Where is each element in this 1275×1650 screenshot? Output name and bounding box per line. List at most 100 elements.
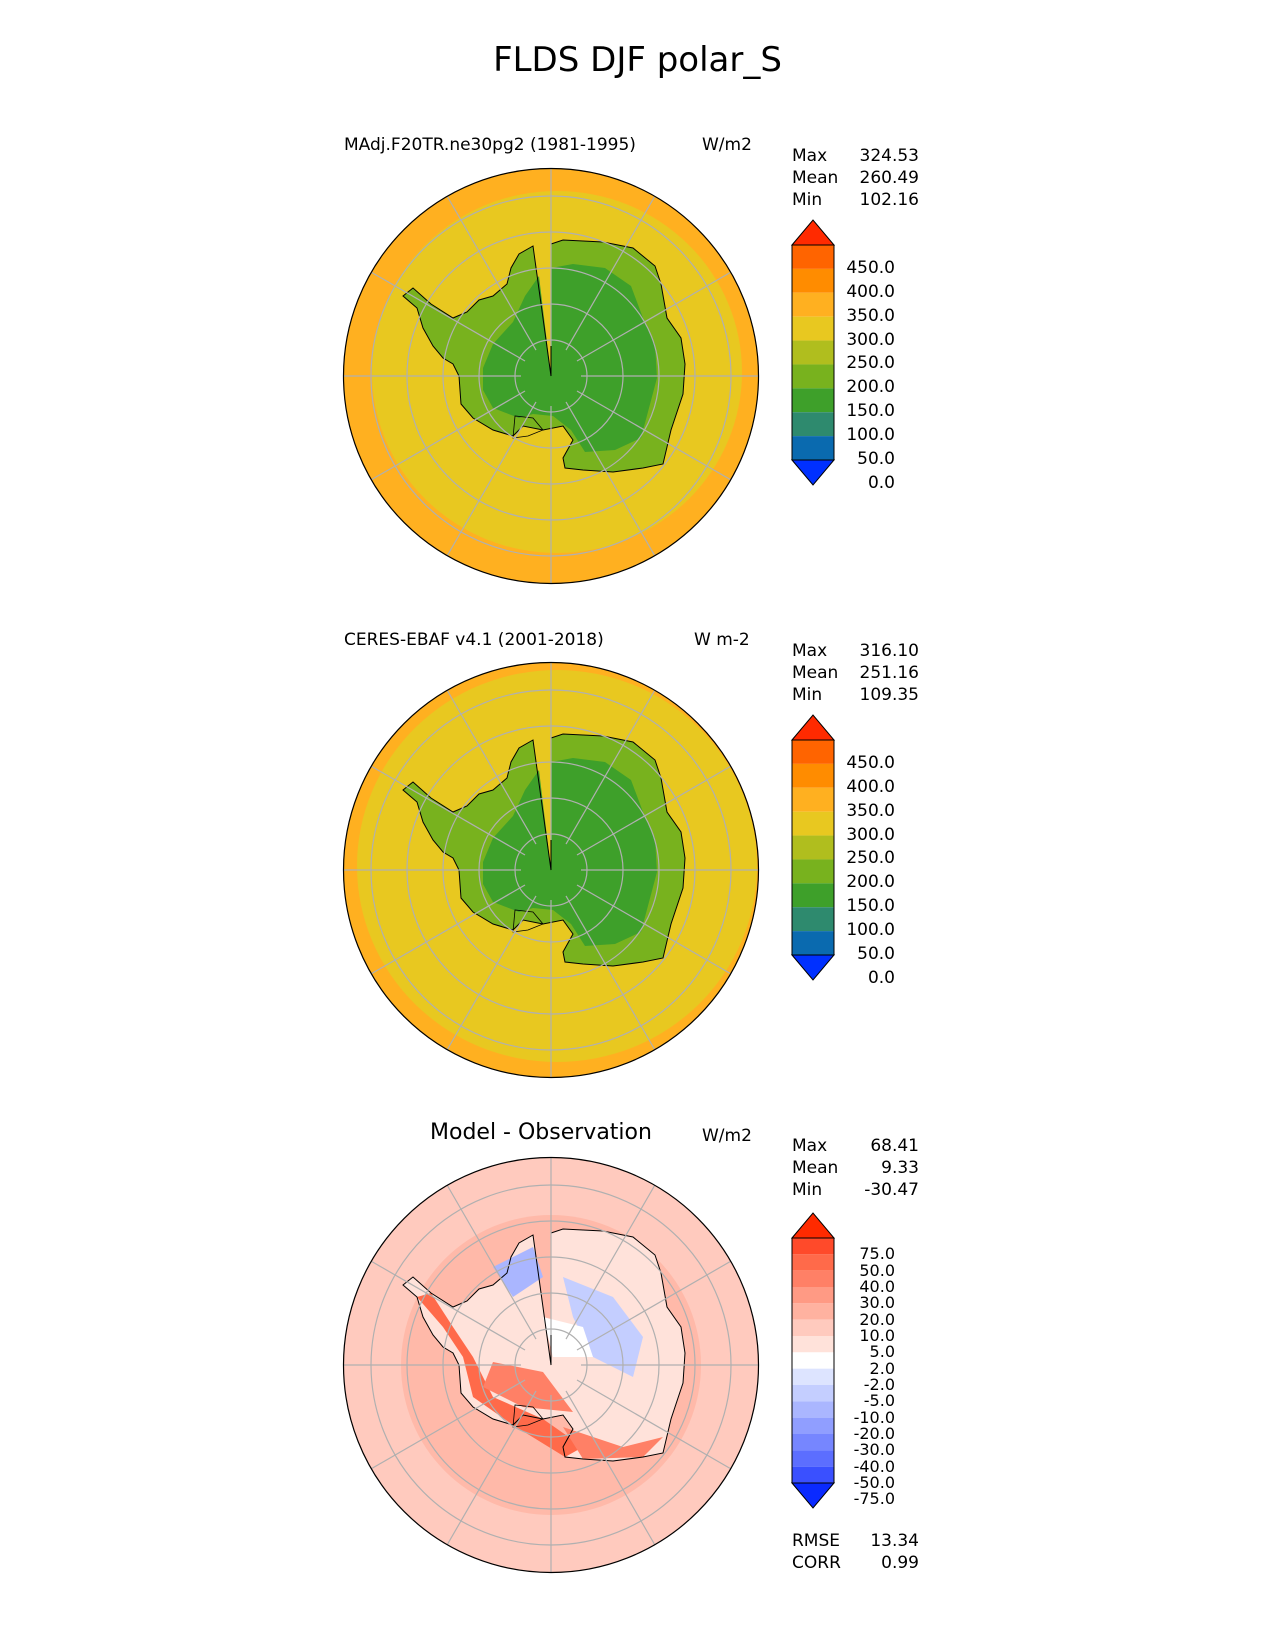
panel-3-title: Model - Observation [430, 1120, 652, 1145]
longitude-line [565, 895, 656, 1051]
longitude-line [446, 689, 537, 845]
ice-shelf-outline [512, 1404, 544, 1428]
stat-value: 102.16 [859, 190, 919, 210]
panel-3-stats: Max 68.41 Mean 9.33 Min -30.47 [792, 1135, 919, 1201]
colorbar-segment [792, 811, 834, 836]
longitude-line [370, 884, 526, 975]
colorbar-tick-label: 50.0 [859, 1260, 895, 1280]
longitude-line [576, 1260, 732, 1351]
coastline [402, 1228, 686, 1462]
panel-1-title: MAdj.F20TR.ne30pg2 (1981-1995) [344, 135, 636, 155]
longitude-line [446, 895, 537, 1051]
colorbar-segment [792, 1450, 834, 1467]
stat-value: 324.53 [859, 146, 919, 166]
colorbar-segment [792, 388, 834, 413]
colorbar-segment [792, 883, 834, 908]
colorbar-segment [792, 1385, 834, 1402]
longitude-line [565, 1390, 656, 1546]
colorbar-tick-label: 250.0 [846, 353, 895, 374]
longitude-line [576, 271, 732, 362]
figure-title: FLDS DJF polar_S [493, 40, 782, 80]
colorbar-tick-label: -75.0 [853, 1489, 895, 1509]
panel-2-title: CERES-EBAF v4.1 (2001-2018) [344, 630, 604, 650]
neutral-region [543, 1317, 593, 1357]
longitude-line [565, 689, 656, 845]
colorbar-segment [792, 763, 834, 788]
stat-label: Min [792, 190, 823, 210]
colorbar-tick-label: 400.0 [846, 776, 895, 797]
longitude-line [370, 271, 526, 362]
longitude-line [576, 884, 732, 975]
colorbar-segment [792, 787, 834, 812]
longitude-line [370, 765, 526, 856]
panel-2-units: W m-2 [694, 630, 750, 650]
colorbar-tick-label: 450.0 [846, 257, 895, 278]
colorbar-tick-label: 30.0 [859, 1293, 895, 1313]
colorbar-tick-label: 0.0 [867, 472, 895, 493]
panel-2-stats: Max 316.10 Mean 251.16 Min 109.35 [792, 640, 919, 706]
stat-label: Min [792, 1180, 823, 1200]
ice-shelf-outline [512, 909, 544, 933]
stat-value: 316.10 [859, 641, 919, 661]
panel-3-map [342, 1156, 760, 1574]
colorbar-tick-label: 20.0 [859, 1309, 895, 1329]
stat-value: 109.35 [859, 685, 919, 705]
longitude-line [446, 1390, 537, 1546]
colorbar-segment [792, 1238, 834, 1255]
panel-1-colorbar [790, 219, 836, 486]
colorbar-segment [792, 1417, 834, 1434]
colorbar-top-extension [790, 714, 836, 741]
colorbar-tick-label: 5.0 [869, 1342, 895, 1362]
colorbar-segment [792, 907, 834, 932]
metric-label: CORR [792, 1553, 841, 1573]
colorbar-tick-label: 350.0 [846, 800, 895, 821]
colorbar-tick-label: 75.0 [859, 1244, 895, 1264]
colorbar-segment [792, 316, 834, 341]
panel-3-units: W/m2 [702, 1126, 752, 1146]
colorbar-frame [791, 244, 835, 461]
longitude-line [446, 401, 537, 557]
colorbar-frame [791, 1237, 835, 1484]
colorbar-frame [791, 739, 835, 956]
coastline [402, 239, 686, 473]
colorbar-segment [792, 859, 834, 884]
longitude-line [576, 1379, 732, 1470]
colorbar-segment [792, 931, 834, 955]
colorbar-tick-label: -5.0 [863, 1391, 895, 1411]
stat-value: 251.16 [859, 663, 919, 683]
colorbar-tick-label: 350.0 [846, 305, 895, 326]
colorbar-top-extension [790, 219, 836, 246]
colorbar-tick-label: -40.0 [853, 1456, 895, 1476]
panel-2-map [342, 661, 760, 1079]
colorbar-segment [792, 1319, 834, 1336]
stat-label: Max [792, 1136, 828, 1156]
stat-label: Max [792, 146, 828, 166]
panel-1-map [342, 167, 760, 585]
colorbar-segment [792, 412, 834, 437]
longitude-line [370, 1379, 526, 1470]
stat-value: -30.47 [864, 1180, 919, 1200]
stat-value: 260.49 [859, 168, 919, 188]
colorbar-tick-label: -10.0 [853, 1407, 895, 1427]
panel-1-stats: Max 324.53 Mean 260.49 Min 102.16 [792, 145, 919, 211]
map-boundary [342, 1156, 760, 1574]
colorbar-segment [792, 340, 834, 365]
stat-label: Min [792, 685, 823, 705]
colorbar-segment [792, 1466, 834, 1483]
colorbar-segment [792, 1270, 834, 1287]
longitude-line [370, 390, 526, 481]
longitude-line [576, 390, 732, 481]
colorbar-segment [792, 835, 834, 860]
east-cold-bias [563, 1277, 643, 1377]
colorbar-tick-label: 450.0 [846, 752, 895, 773]
colorbar-tick-label: -20.0 [853, 1424, 895, 1443]
colorbar-tick-label: 300.0 [846, 824, 895, 845]
panel-3-metrics: RMSE 13.34 CORR 0.99 [792, 1530, 919, 1574]
colorbar-segment [792, 740, 834, 764]
colorbar-tick-label: 200.0 [846, 872, 895, 893]
colorbar-segment [792, 268, 834, 293]
colorbar-tick-label: 300.0 [846, 329, 895, 350]
longitude-line [370, 1260, 526, 1351]
longitude-line [565, 195, 656, 351]
colorbar-segment [792, 1434, 834, 1451]
